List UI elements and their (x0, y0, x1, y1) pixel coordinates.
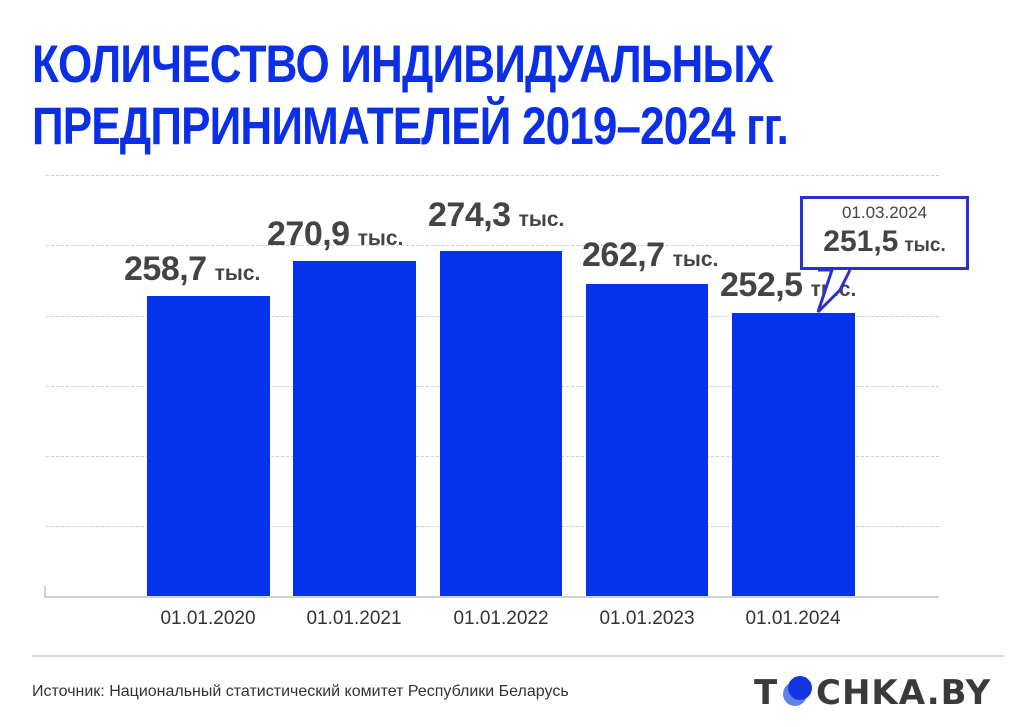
x-label-2023: 01.01.2023 (599, 608, 695, 629)
value-number: 262,7 (582, 236, 665, 274)
title-line-2: ПРЕДПРИНИМАТЕЛЕЙ 2019–2024 гг. (32, 97, 789, 156)
value-label-2020: 258,7 тыс. (124, 250, 260, 289)
value-label-2021: 270,9 тыс. (267, 215, 403, 254)
gridline (46, 245, 939, 246)
bar-2023 (586, 284, 708, 596)
value-unit: тыс. (672, 248, 719, 271)
x-label-2021: 01.01.2021 (306, 608, 402, 629)
value-unit: тыс. (357, 227, 404, 250)
bar-2020 (147, 296, 270, 596)
callout-pointer-icon (816, 268, 852, 314)
bar-2021 (293, 261, 416, 596)
callout-unit: тыс. (904, 235, 946, 256)
callout-number: 251,5 (823, 225, 899, 258)
callout-annotation: 01.03.2024 251,5 тыс. (800, 196, 969, 270)
value-label-2022: 274,3 тыс. (428, 196, 564, 235)
x-axis-line (44, 596, 939, 598)
value-number: 270,9 (267, 215, 350, 253)
value-unit: тыс. (214, 262, 261, 285)
x-label-2020: 01.01.2020 (160, 608, 256, 629)
gridline (46, 175, 939, 176)
callout-value: 251,5 тыс. (803, 225, 966, 259)
logo-text: CHKA.BY (816, 673, 991, 712)
tochka-by-logo: T CHKA.BY (754, 673, 991, 712)
logo-letter-t: T (754, 673, 778, 712)
source-note: Источник: Национальный статистический ко… (32, 683, 569, 700)
value-number: 252,5 (720, 266, 803, 304)
x-label-2024: 01.01.2024 (745, 608, 841, 629)
chart-title: КОЛИЧЕСТВО ИНДИВИДУАЛЬНЫХ ПРЕДПРИНИМАТЕЛ… (32, 34, 789, 158)
callout-date: 01.03.2024 (841, 203, 928, 222)
y-axis-tick (44, 586, 46, 597)
footer-divider (32, 655, 1004, 657)
bar-2024 (732, 313, 855, 596)
value-label-2023: 262,7 тыс. (582, 236, 718, 275)
value-unit: тыс. (518, 208, 565, 231)
title-line-1: КОЛИЧЕСТВО ИНДИВИДУАЛЬНЫХ (32, 35, 774, 94)
x-label-2022: 01.01.2022 (453, 608, 549, 629)
logo-dot-icon (788, 676, 812, 700)
bar-2022 (440, 251, 562, 596)
value-number: 274,3 (428, 196, 511, 234)
value-number: 258,7 (124, 250, 207, 288)
